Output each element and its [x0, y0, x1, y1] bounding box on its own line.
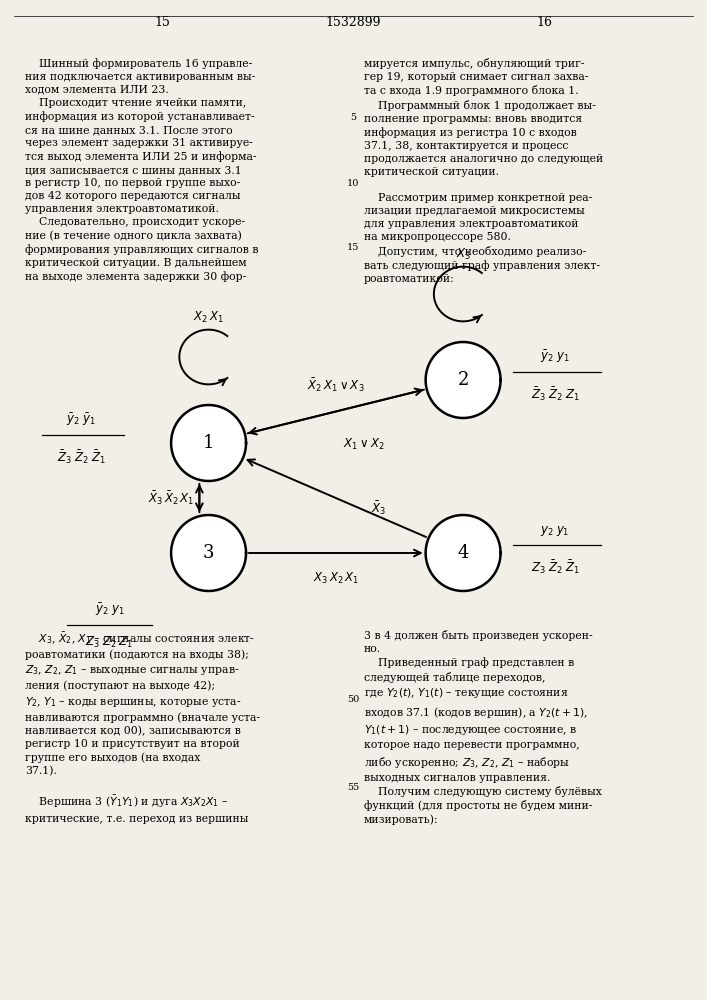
Text: 16: 16	[537, 15, 552, 28]
Text: $X_3\,X_2\,X_1$: $X_3\,X_2\,X_1$	[312, 571, 359, 586]
Text: $X_1 \vee X_2$: $X_1 \vee X_2$	[343, 436, 385, 452]
Text: 15: 15	[347, 243, 360, 252]
Text: $X_3$: $X_3$	[455, 247, 471, 262]
Polygon shape	[171, 405, 246, 481]
Text: 10: 10	[347, 178, 360, 188]
Text: $y_2\;y_1$: $y_2\;y_1$	[540, 524, 570, 538]
Text: $\bar{y}_2\;y_1$: $\bar{y}_2\;y_1$	[540, 349, 570, 365]
Text: $\bar{y}_2\;y_1$: $\bar{y}_2\;y_1$	[95, 602, 124, 618]
Polygon shape	[426, 515, 501, 591]
Polygon shape	[171, 515, 246, 591]
Text: $Z_3\;Z_2\;Z_1$: $Z_3\;Z_2\;Z_1$	[86, 635, 134, 650]
Text: $Z_3\;\bar{Z}_2\;\bar{Z}_1$: $Z_3\;\bar{Z}_2\;\bar{Z}_1$	[531, 558, 579, 576]
Text: 3: 3	[203, 544, 214, 562]
Text: 15: 15	[155, 15, 170, 28]
Text: 3 в 4 должен быть произведен ускорен-
но.
    Приведенный граф представлен в
сле: 3 в 4 должен быть произведен ускорен- но…	[364, 630, 602, 825]
Text: 2: 2	[457, 371, 469, 389]
Text: $\bar{X}_2\,X_1 \vee X_3$: $\bar{X}_2\,X_1 \vee X_3$	[307, 376, 365, 393]
Text: 5: 5	[351, 113, 356, 122]
Text: 1532899: 1532899	[326, 15, 381, 28]
Text: 50: 50	[347, 696, 360, 704]
Text: $X_2\,X_1$: $X_2\,X_1$	[193, 310, 224, 325]
Text: $\bar{Z}_3\;\bar{Z}_2\;\bar{Z}_1$: $\bar{Z}_3\;\bar{Z}_2\;\bar{Z}_1$	[57, 448, 106, 466]
Text: 1: 1	[203, 434, 214, 452]
Text: мируется импульс, обнуляющий триг-
гер 19, который снимает сигнал захва-
та с вх: мируется импульс, обнуляющий триг- гер 1…	[364, 58, 603, 284]
Text: $\bar{X}_3\,\bar{X}_2\,X_1$: $\bar{X}_3\,\bar{X}_2\,X_1$	[148, 489, 194, 507]
Text: $\bar{X}_3$: $\bar{X}_3$	[371, 499, 387, 517]
Text: $\bar{Z}_3\;\bar{Z}_2\;Z_1$: $\bar{Z}_3\;\bar{Z}_2\;Z_1$	[531, 385, 579, 403]
Polygon shape	[426, 342, 501, 418]
Text: $X_3$, $\bar{X}_2$, $X_1$ – сигналы состояния элект-
роавтоматики (подаются на в: $X_3$, $\bar{X}_2$, $X_1$ – сигналы сост…	[25, 630, 259, 824]
Text: 55: 55	[347, 782, 360, 792]
Text: Шинный формирователь 16 управле-
ния подключается активированным вы-
ходом элеме: Шинный формирователь 16 управле- ния под…	[25, 58, 258, 282]
Text: $\bar{y}_2\;\bar{y}_1$: $\bar{y}_2\;\bar{y}_1$	[66, 412, 96, 428]
Text: 4: 4	[457, 544, 469, 562]
